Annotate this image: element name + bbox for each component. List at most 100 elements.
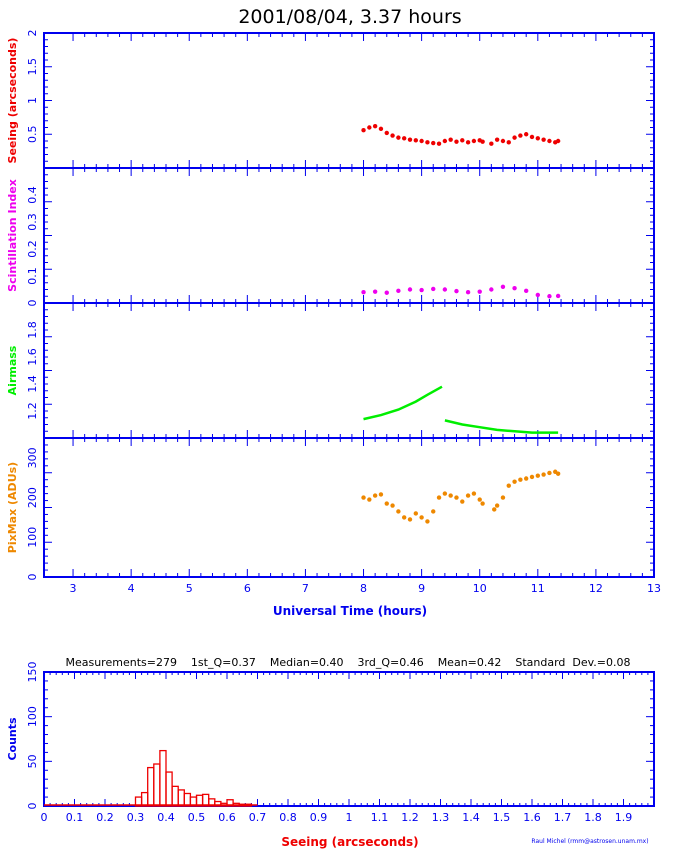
- histogram-xtick-label: 1.3: [432, 811, 450, 824]
- pixmax-point: [512, 479, 517, 484]
- seeing-point: [454, 139, 459, 144]
- seeing-point: [431, 140, 436, 146]
- seeing-point: [500, 138, 506, 144]
- time-axis-tick-label: 6: [244, 582, 251, 595]
- airmass-ytick-label: 1.6: [26, 348, 39, 366]
- time-axis-tick-label: 3: [70, 582, 77, 595]
- histogram-ytick-label: 150: [26, 662, 39, 683]
- pixmax-point: [436, 495, 442, 500]
- scintillation-point: [372, 289, 378, 294]
- pixmax-ytick-label: 200: [26, 487, 39, 508]
- seeing-point: [518, 133, 523, 138]
- pixmax-point: [471, 491, 477, 496]
- pixmax-point: [465, 493, 471, 498]
- seeing-point: [535, 136, 541, 141]
- time-axis-label: Universal Time (hours): [273, 604, 427, 618]
- pixmax-point: [442, 491, 448, 496]
- seeing-point: [547, 138, 552, 144]
- histogram-xtick-label: 1: [346, 811, 353, 824]
- seeing-point: [460, 138, 465, 143]
- time-axis-tick-label: 4: [128, 582, 135, 595]
- scintillation-point: [384, 290, 389, 295]
- histogram-bar: [244, 803, 253, 807]
- pixmax-point: [401, 515, 407, 520]
- pixmax-point: [518, 477, 523, 482]
- pixmax-point: [372, 493, 378, 498]
- seeing-point: [401, 136, 407, 141]
- histogram-xtick-label: 1.8: [584, 811, 602, 824]
- pixmax-point: [541, 472, 546, 477]
- time-axis-tick-label: 13: [647, 582, 661, 595]
- histogram-xtick-label: 0.4: [157, 811, 175, 824]
- airmass-ytick-label: 1.2: [26, 402, 39, 420]
- seeing-point: [378, 126, 384, 132]
- histogram-bar: [153, 763, 161, 807]
- time-axis-tick-label: 10: [473, 582, 487, 595]
- seeing-ytick-label: 0.5: [26, 126, 39, 144]
- seeing-point: [436, 141, 442, 146]
- histogram-xtick-label: 0: [41, 811, 48, 824]
- seeing-point: [494, 137, 500, 142]
- histogram-xtick-label: 0.5: [188, 811, 206, 824]
- scintillation-point: [512, 285, 517, 291]
- histogram-bar: [171, 785, 179, 807]
- histogram-bar: [165, 771, 173, 807]
- time-axis-tick-label: 7: [302, 582, 309, 595]
- pixmax-ylabel: PixMax (ADUs): [6, 462, 19, 553]
- histogram-bar: [147, 766, 155, 807]
- histogram-bar: [159, 749, 167, 807]
- pixmax-point: [555, 471, 561, 476]
- scintillation-point: [442, 287, 448, 292]
- pixmax-point: [431, 509, 436, 514]
- airmass-ytick-label: 1.8: [26, 321, 39, 339]
- scintillation-ytick-label: 0: [26, 300, 39, 307]
- pixmax-point: [506, 483, 511, 488]
- scintillation-point: [547, 294, 552, 299]
- chart-title: 2001/08/04, 3.37 hours: [238, 6, 461, 28]
- pixmax-point: [361, 495, 366, 500]
- seeing-point: [413, 138, 419, 143]
- histogram-bar: [183, 792, 192, 807]
- seeing-point: [465, 140, 471, 145]
- histogram-xtick-label: 1.5: [493, 811, 511, 824]
- pixmax-point: [477, 497, 482, 502]
- histogram-xtick-label: 0.3: [127, 811, 145, 824]
- scintillation-point: [535, 292, 541, 298]
- airmass-ylabel: Airmass: [6, 345, 19, 395]
- seeing-point: [396, 135, 401, 140]
- scintillation-point: [477, 289, 482, 294]
- seeing-point: [555, 138, 561, 144]
- seeing-point: [384, 130, 389, 136]
- pixmax-point: [419, 515, 424, 520]
- pixmax-ytick-label: 300: [26, 447, 39, 468]
- pixmax-point: [448, 493, 453, 498]
- time-axis-tick-label: 12: [589, 582, 603, 595]
- seeing-point: [425, 140, 430, 145]
- histogram-xtick-label: 0.8: [279, 811, 297, 824]
- pixmax-ytick-label: 0: [26, 574, 39, 581]
- scintillation-point: [555, 293, 561, 299]
- seeing-ylabel: Seeing (arcseconds): [6, 38, 19, 164]
- seeing-point: [448, 137, 453, 142]
- pixmax-point: [407, 517, 413, 522]
- scintillation-point: [489, 287, 494, 292]
- pixmax-ytick-label: 100: [26, 527, 39, 548]
- pixmax-point: [480, 501, 485, 506]
- scintillation-point: [396, 288, 401, 294]
- time-axis-tick-label: 9: [418, 582, 425, 595]
- seeing-ytick-label: 2: [26, 30, 39, 37]
- seeing-point: [523, 132, 529, 137]
- scintillation-point: [500, 284, 506, 289]
- scintillation-ytick-label: 0.3: [26, 213, 39, 231]
- seeing-point: [541, 137, 546, 142]
- pixmax-point: [492, 507, 497, 512]
- pixmax-point: [529, 474, 535, 480]
- histogram-xtick-label: 0.7: [249, 811, 267, 824]
- seeing-point: [506, 140, 511, 145]
- histogram-ytick-label: 0: [26, 803, 39, 810]
- histogram-xtick-label: 0.1: [66, 811, 84, 824]
- seeing-point: [419, 138, 424, 144]
- pixmax-point: [390, 503, 395, 508]
- seeing-point: [489, 141, 494, 146]
